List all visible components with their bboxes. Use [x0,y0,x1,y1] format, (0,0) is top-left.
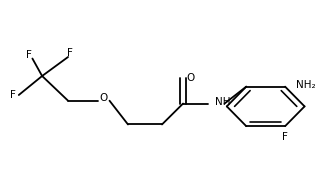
Text: O: O [186,73,194,83]
Text: F: F [282,132,288,142]
Text: F: F [26,50,32,60]
Text: NH₂: NH₂ [296,80,316,90]
Text: F: F [67,48,73,58]
Text: NH: NH [215,97,230,107]
Text: F: F [10,90,16,100]
Text: O: O [99,93,108,103]
